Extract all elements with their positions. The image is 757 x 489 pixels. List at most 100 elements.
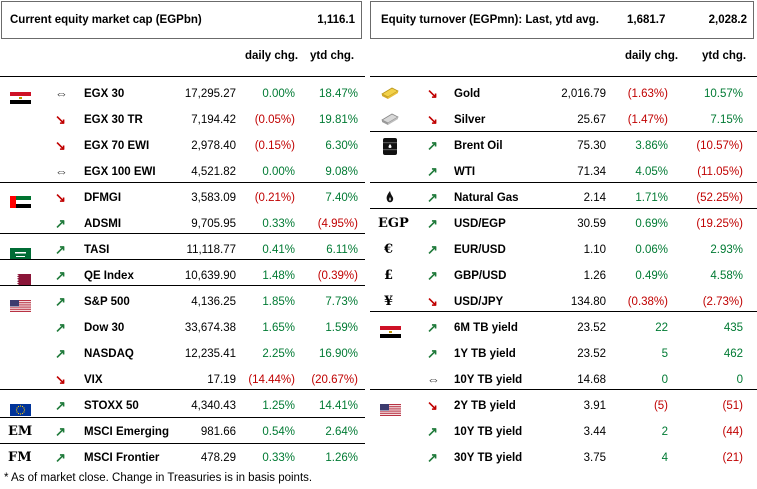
row-daily-change: 2 — [661, 426, 668, 438]
table-row: ↗ 30Y TB yield 3.75 4 (21) — [370, 445, 757, 471]
table-row: ↘ Gold 2,016.79 (1.63%) 10.57% — [370, 81, 757, 107]
table-row: £ ↗ GBP/USD 1.26 0.49% 4.58% — [370, 263, 757, 289]
row-price: 33,674.38 — [184, 322, 236, 334]
table-row: ↗ TASI 11,118.77 0.41% 6.11% — [0, 237, 365, 263]
row-symbol-label: ¥ — [384, 294, 394, 309]
table-top-border — [370, 76, 757, 77]
arrow-up-icon: ↗ — [427, 346, 438, 361]
arrow-up-icon: ↗ — [427, 320, 438, 335]
row-name: WTI — [454, 166, 476, 178]
left-market-table: ⇔ EGX 30 17,295.27 0.00% 18.47% ↘ EGX 30 TR 7,1… — [0, 76, 365, 471]
arrow-up-icon: ↗ — [55, 242, 66, 257]
table-row: ↘ EGX 70 EWI 2,978.40 (0.15%) 6.30% — [0, 133, 365, 159]
right-header-box: Equity turnover (EGPmn): Last, ytd avg. … — [370, 1, 754, 39]
table-row: ¥ ↘ USD/JPY 134.80 (0.38%) (2.73%) — [370, 289, 757, 315]
row-ytd-change: 1.26% — [325, 452, 358, 464]
row-divider — [0, 182, 365, 183]
row-ytd-change: 1.59% — [325, 322, 358, 334]
row-symbol-label: £ — [384, 268, 394, 283]
row-daily-change: 0.69% — [635, 218, 668, 230]
table-row: ↗ S&P 500 4,136.25 1.85% 7.73% — [0, 289, 365, 315]
row-ytd-change: (21) — [722, 452, 743, 464]
row-symbol-label: EM — [8, 424, 33, 439]
row-daily-change: 4 — [661, 452, 668, 464]
row-ytd-change: 7.40% — [325, 192, 358, 204]
right-col-ytd-header: ytd chg. — [702, 50, 747, 62]
row-ytd-change: 14.41% — [318, 400, 358, 412]
row-divider — [0, 233, 365, 234]
saudi-flag-icon — [10, 244, 31, 260]
row-price: 4,136.25 — [191, 296, 236, 308]
row-daily-change: 0 — [661, 374, 668, 386]
row-name: NASDAQ — [84, 348, 134, 360]
row-name: EUR/USD — [454, 244, 506, 256]
row-daily-change: 4.05% — [635, 166, 668, 178]
row-divider — [0, 417, 365, 418]
row-daily-change: (0.38%) — [627, 296, 668, 308]
right-commodities-table: ↘ Gold 2,016.79 (1.63%) 10.57% ↘ Silver 25.67 (1… — [370, 76, 757, 471]
row-ytd-change: 6.11% — [326, 244, 358, 256]
row-price: 3,583.09 — [191, 192, 236, 204]
arrow-up-icon: ↗ — [427, 216, 438, 231]
row-name: Brent Oil — [454, 140, 503, 152]
row-price: 23.52 — [577, 322, 606, 334]
row-name: ADSMI — [84, 218, 122, 230]
table-row: EGP ↗ USD/EGP 30.59 0.69% (19.25%) — [370, 211, 757, 237]
row-name: 30Y TB yield — [454, 452, 523, 464]
row-name: Silver — [454, 114, 486, 126]
row-price: 981.66 — [200, 426, 236, 438]
row-daily-change: 0.33% — [262, 452, 295, 464]
row-daily-change: (1.63%) — [627, 88, 668, 100]
row-daily-change: 0.06% — [635, 244, 668, 256]
table-row: € ↗ EUR/USD 1.10 0.06% 2.93% — [370, 237, 757, 263]
row-divider — [0, 259, 365, 260]
row-ytd-change: (19.25%) — [696, 218, 743, 230]
row-ytd-change: (0.39%) — [317, 270, 358, 282]
arrow-up-icon: ↗ — [427, 450, 438, 465]
row-name: Gold — [454, 88, 481, 100]
row-name: MSCI Frontier — [84, 452, 160, 464]
row-price: 4,521.82 — [191, 166, 236, 178]
table-row: ⇔ EGX 100 EWI 4,521.82 0.00% 9.08% — [0, 159, 365, 185]
table-row: ⇔ 10Y TB yield 14.68 0 0 — [370, 367, 757, 393]
row-ytd-change: (51) — [722, 400, 743, 412]
row-name: VIX — [84, 374, 103, 386]
row-price: 1.10 — [583, 244, 606, 256]
row-price: 134.80 — [570, 296, 606, 308]
row-name: DFMGI — [84, 192, 122, 204]
row-ytd-change: (52.25%) — [696, 192, 743, 204]
row-ytd-change: 435 — [723, 322, 743, 334]
right-col-daily-header: daily chg. — [625, 50, 679, 62]
table-row: ↗ ADSMI 9,705.95 0.33% (4.95%) — [0, 211, 365, 237]
table-row: ↗ QE Index 10,639.90 1.48% (0.39%) — [0, 263, 365, 289]
arrow-up-icon: ↗ — [427, 242, 438, 257]
table-row: FM ↗ MSCI Frontier 478.29 0.33% 1.26% — [0, 445, 365, 471]
arrow-flat-icon: ⇔ — [55, 164, 68, 179]
row-price: 75.30 — [577, 140, 606, 152]
row-daily-change: (0.21%) — [254, 192, 295, 204]
arrow-down-icon: ↘ — [427, 112, 438, 127]
row-name: Natural Gas — [454, 192, 519, 204]
row-name: S&P 500 — [84, 296, 130, 308]
row-price: 30.59 — [577, 218, 606, 230]
arrow-up-icon: ↗ — [427, 268, 438, 283]
eu-flag-icon — [10, 400, 31, 416]
row-price: 23.52 — [577, 348, 606, 360]
row-divider — [370, 389, 757, 390]
row-price: 17.19 — [207, 374, 236, 386]
uae-flag-icon — [10, 192, 31, 208]
right-header-avg-value: 2,028.2 — [708, 14, 747, 26]
left-header-box: Current equity market cap (EGPbn) 1,116.… — [1, 1, 362, 39]
arrow-down-icon: ↘ — [427, 86, 438, 101]
row-daily-change: 0.33% — [262, 218, 295, 230]
left-header-title: Current equity market cap (EGPbn) — [10, 14, 202, 26]
flame-icon — [379, 188, 401, 218]
row-price: 3.44 — [583, 426, 606, 438]
row-daily-change: 0.54% — [262, 426, 295, 438]
row-price: 17,295.27 — [184, 88, 236, 100]
table-row: ↗ 6M TB yield 23.52 22 435 — [370, 315, 757, 341]
row-ytd-change: 19.81% — [318, 114, 358, 126]
us-flag-icon — [10, 296, 31, 312]
row-ytd-change: 4.58% — [710, 270, 743, 282]
row-price: 2.14 — [583, 192, 606, 204]
